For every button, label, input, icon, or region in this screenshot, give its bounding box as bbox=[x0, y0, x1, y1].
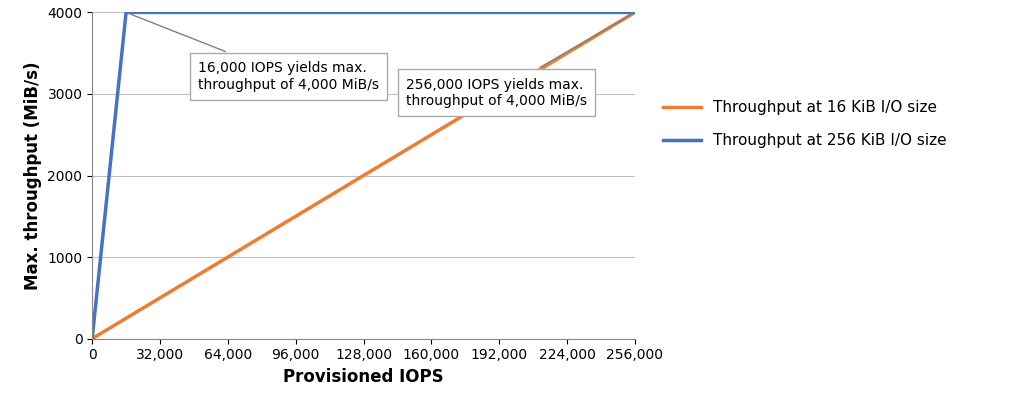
Y-axis label: Max. throughput (MiB/s): Max. throughput (MiB/s) bbox=[24, 61, 42, 290]
Throughput at 256 KiB I/O size bbox=[629, 10, 641, 15]
Text: 16,000 IOPS yields max.
throughput of 4,000 MiB/s: 16,000 IOPS yields max. throughput of 4,… bbox=[129, 13, 379, 92]
Line: Throughput at 256 KiB I/O size: Throughput at 256 KiB I/O size bbox=[92, 12, 635, 339]
Legend: Throughput at 16 KiB I/O size, Throughput at 256 KiB I/O size: Throughput at 16 KiB I/O size, Throughpu… bbox=[656, 94, 953, 154]
X-axis label: Provisioned IOPS: Provisioned IOPS bbox=[284, 368, 443, 386]
Throughput at 256 KiB I/O size bbox=[120, 10, 132, 15]
Throughput at 256 KiB I/O size bbox=[86, 336, 98, 341]
Text: 256,000 IOPS yields max.
throughput of 4,000 MiB/s: 256,000 IOPS yields max. throughput of 4… bbox=[406, 14, 633, 108]
